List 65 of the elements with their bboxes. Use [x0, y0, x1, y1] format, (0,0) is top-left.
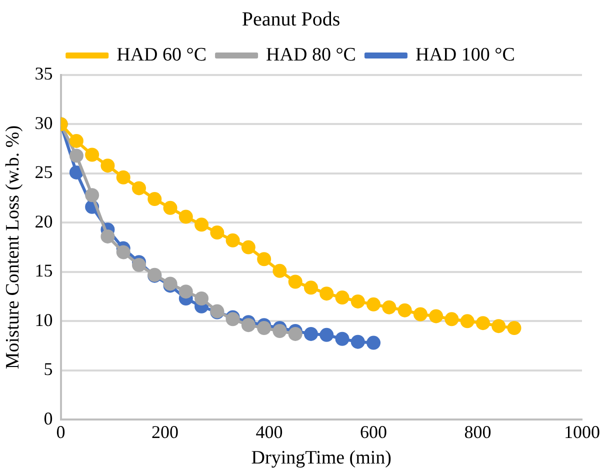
y-tick-label: 15 — [34, 260, 53, 281]
legend-label: HAD 80 °C — [266, 44, 356, 66]
x-tick-label: 400 — [256, 422, 283, 442]
legend-label: HAD 60 °C — [116, 44, 207, 66]
point — [320, 328, 334, 342]
x-axis-title: DryingTime (min) — [251, 448, 392, 469]
point — [257, 252, 272, 266]
y-axis-title: Moisture Content Loss (w.b. %) — [2, 125, 24, 370]
y-tick-label: 25 — [34, 162, 53, 182]
point — [69, 148, 84, 163]
point — [100, 229, 115, 244]
x-tick-label: 800 — [464, 422, 492, 442]
point — [100, 158, 115, 173]
point — [476, 316, 490, 330]
legend-label: HAD 100 °C — [415, 44, 515, 66]
point — [304, 280, 318, 295]
point — [194, 292, 209, 306]
point — [241, 240, 256, 254]
point — [194, 218, 209, 232]
point — [507, 321, 522, 336]
point — [288, 326, 302, 341]
point — [350, 334, 365, 349]
point — [85, 148, 100, 162]
point — [210, 226, 224, 240]
point — [350, 294, 365, 308]
point — [366, 336, 381, 350]
point — [178, 210, 193, 224]
point — [398, 303, 412, 318]
point — [163, 200, 178, 215]
point — [178, 284, 193, 299]
point — [116, 170, 130, 184]
point — [460, 314, 474, 328]
point — [288, 274, 302, 289]
point — [226, 233, 240, 248]
y-tick-label: 20 — [34, 211, 53, 232]
point — [132, 258, 146, 272]
y-tick-label: 0 — [44, 408, 53, 428]
point — [116, 245, 130, 260]
point — [272, 264, 287, 278]
point — [444, 312, 459, 326]
point — [272, 324, 287, 338]
point — [382, 300, 396, 314]
chart-title: Peanut Pods — [242, 8, 340, 30]
y-tick-label: 35 — [34, 64, 53, 84]
x-tick-label: 600 — [360, 422, 388, 442]
x-tick-label: 1000 — [564, 422, 600, 442]
y-tick-label: 5 — [44, 359, 53, 380]
point — [335, 332, 350, 346]
point — [304, 326, 318, 341]
point — [366, 297, 381, 312]
point — [257, 321, 272, 336]
point — [241, 318, 256, 332]
x-tick-label: 200 — [152, 422, 179, 442]
point — [413, 307, 428, 322]
point — [335, 290, 350, 305]
y-tick-label: 10 — [34, 310, 53, 330]
x-tick-label: 0 — [56, 422, 66, 442]
point — [85, 188, 100, 202]
point — [69, 134, 84, 148]
point — [492, 319, 506, 334]
point — [320, 286, 334, 301]
point — [132, 181, 146, 196]
point — [429, 309, 444, 324]
y-tick-label: 30 — [34, 112, 53, 133]
point — [148, 192, 162, 206]
